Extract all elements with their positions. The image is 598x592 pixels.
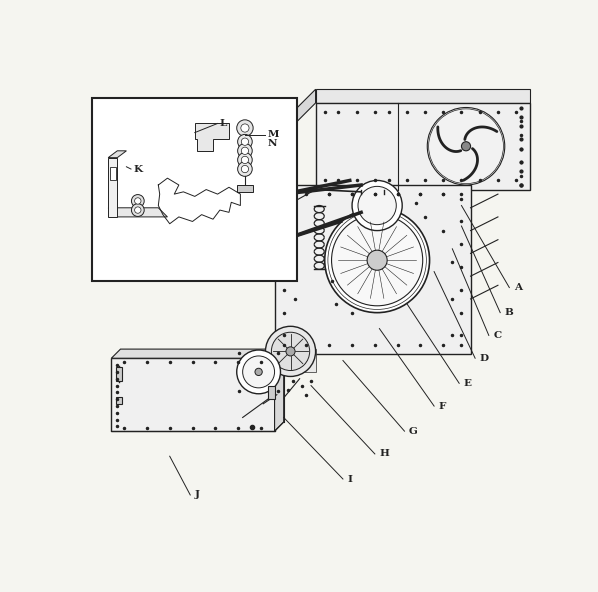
Text: E: E [463, 379, 472, 388]
Circle shape [331, 215, 423, 306]
Circle shape [367, 250, 387, 270]
Circle shape [135, 207, 141, 213]
Text: C: C [493, 331, 502, 340]
Text: I: I [347, 475, 352, 484]
Circle shape [237, 153, 252, 167]
Polygon shape [266, 349, 316, 372]
Circle shape [241, 165, 249, 173]
Circle shape [132, 204, 144, 217]
Circle shape [255, 368, 263, 375]
Polygon shape [111, 167, 116, 181]
Circle shape [241, 124, 249, 132]
Polygon shape [116, 397, 122, 404]
Circle shape [132, 195, 144, 207]
Text: M: M [268, 130, 279, 139]
Circle shape [241, 138, 249, 146]
Text: B: B [505, 308, 514, 317]
Polygon shape [108, 157, 117, 217]
Polygon shape [116, 367, 122, 381]
Text: D: D [480, 353, 489, 363]
Circle shape [241, 147, 249, 155]
Circle shape [352, 181, 402, 230]
Polygon shape [268, 385, 274, 399]
Polygon shape [316, 89, 530, 103]
Circle shape [271, 332, 310, 371]
Text: G: G [409, 427, 418, 436]
Polygon shape [237, 185, 253, 192]
Circle shape [325, 208, 429, 313]
Bar [92, 98, 297, 281]
Polygon shape [108, 151, 126, 157]
Polygon shape [111, 349, 283, 358]
Circle shape [135, 198, 141, 204]
Circle shape [237, 162, 252, 176]
Circle shape [286, 347, 295, 356]
Circle shape [237, 143, 252, 158]
Circle shape [358, 186, 396, 224]
Text: F: F [439, 401, 446, 411]
Text: A: A [514, 283, 522, 292]
Circle shape [237, 120, 253, 136]
Polygon shape [293, 89, 316, 126]
Circle shape [237, 134, 252, 149]
Circle shape [266, 326, 316, 377]
Text: J: J [195, 490, 200, 500]
Polygon shape [316, 103, 530, 189]
Circle shape [428, 108, 505, 185]
Text: L: L [220, 119, 227, 128]
Circle shape [241, 156, 249, 163]
Circle shape [237, 350, 280, 394]
Polygon shape [111, 358, 274, 431]
Text: N: N [268, 140, 277, 149]
Polygon shape [108, 208, 167, 217]
Polygon shape [274, 349, 283, 431]
Text: H: H [379, 449, 389, 458]
Circle shape [243, 356, 274, 388]
Text: K: K [133, 165, 142, 173]
Circle shape [462, 141, 471, 151]
Polygon shape [195, 124, 229, 151]
Polygon shape [274, 185, 471, 353]
